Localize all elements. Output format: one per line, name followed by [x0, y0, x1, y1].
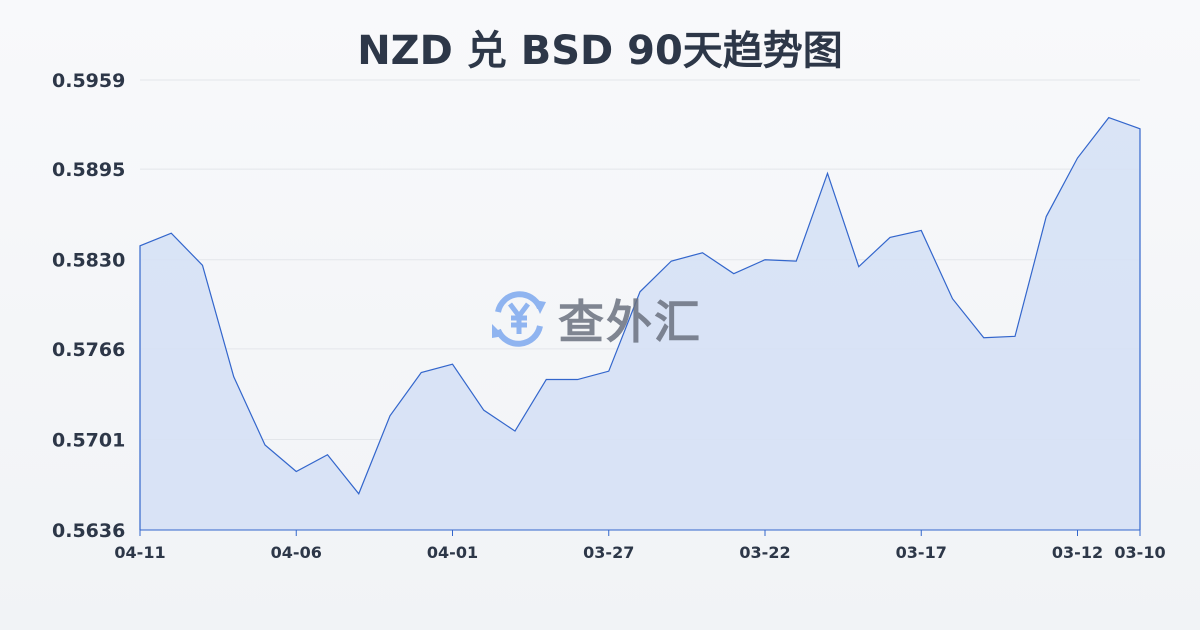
y-tick-label: 0.5766	[52, 339, 125, 361]
y-tick-label: 0.5636	[52, 520, 125, 542]
y-tick-label: 0.5895	[52, 159, 125, 181]
y-tick-label: 0.5959	[52, 70, 125, 92]
watermark-text: 查外汇	[558, 295, 702, 349]
x-tick-label: 03-27	[583, 543, 634, 562]
yen-exchange-icon	[492, 291, 546, 347]
area-fill	[140, 117, 1140, 531]
x-tick-label: 04-01	[427, 543, 478, 562]
chart-title: NZD 兑 BSD 90天趋势图	[357, 28, 843, 74]
x-tick-label: 03-10	[1114, 543, 1165, 562]
x-tick-label: 03-12	[1052, 543, 1103, 562]
x-tick-label: 03-17	[896, 543, 947, 562]
y-tick-label: 0.5701	[52, 429, 125, 451]
watermark: 查外汇	[488, 286, 702, 352]
x-tick-label: 04-11	[114, 543, 165, 562]
x-tick-label: 03-22	[739, 543, 790, 562]
y-tick-label: 0.5830	[52, 250, 125, 272]
x-tick-label: 04-06	[271, 543, 322, 562]
